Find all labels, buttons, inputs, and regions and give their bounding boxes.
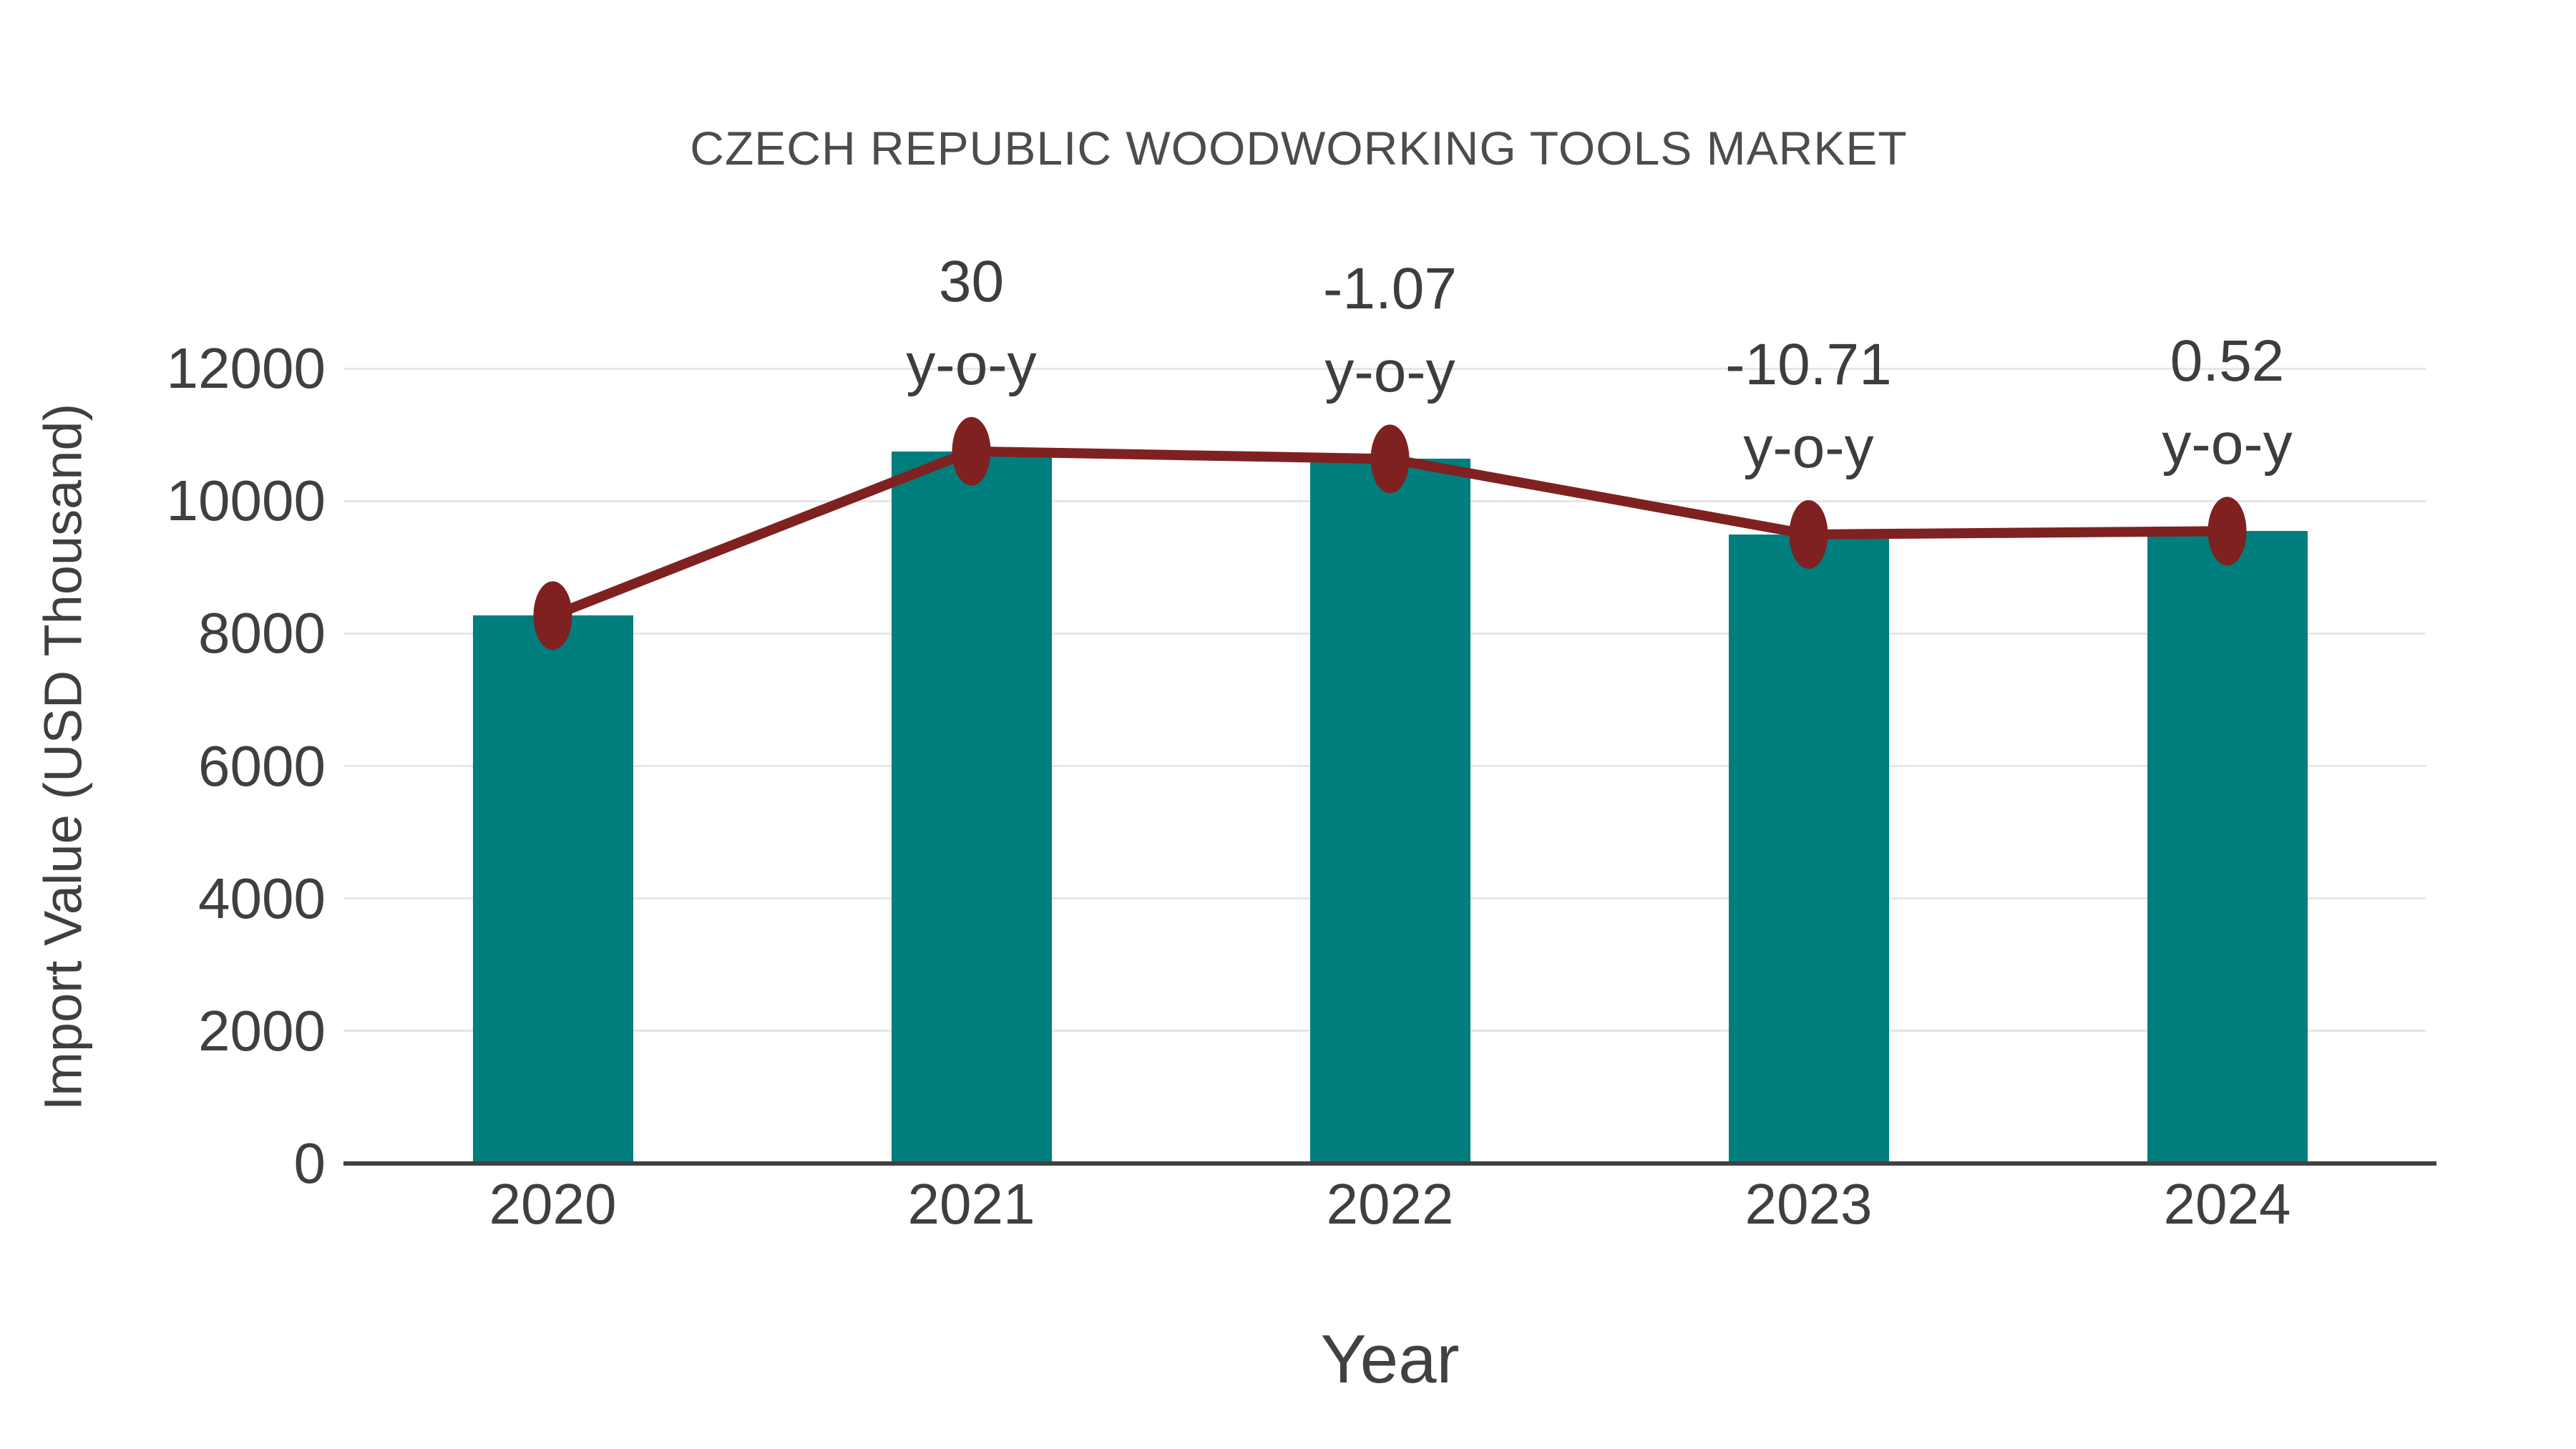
chart-title: CZECH REPUBLIC WOODWORKING TOOLS MARKET: [690, 122, 1908, 175]
x-tick-label-2021: 2021: [907, 1172, 1035, 1236]
x-tick-label-2023: 2023: [1745, 1172, 1873, 1236]
x-tick-label-2024: 2024: [2163, 1172, 2291, 1236]
yoy-annotation-line: y-o-y: [1743, 414, 1874, 480]
yoy-annotation-2024: 0.52 y-o-y: [2162, 320, 2292, 486]
yoy-annotation-2023: -10.71 y-o-y: [1725, 323, 1892, 489]
gridline-12000: [343, 367, 2426, 370]
yoy-annotation-line: 0.52: [2170, 328, 2285, 394]
bar-2023: [1728, 534, 1889, 1163]
yoy-annotation-line: y-o-y: [2162, 411, 2293, 477]
data-point-2022: [1370, 424, 1410, 494]
y-tick-label-10000: 10000: [166, 469, 326, 533]
bar-2020: [472, 615, 633, 1163]
data-point-2020: [533, 581, 572, 650]
yoy-annotation-line: -1.07: [1323, 256, 1457, 322]
yoy-annotation-line: 30: [938, 248, 1005, 314]
data-point-2021: [952, 416, 991, 486]
y-tick-label-6000: 6000: [198, 733, 326, 798]
yoy-annotation-2022: -1.07 y-o-y: [1323, 248, 1457, 414]
bar-2022: [1309, 459, 1470, 1163]
y-tick-label-4000: 4000: [198, 866, 326, 930]
yoy-annotation-2021: 30 y-o-y: [906, 240, 1036, 406]
x-tick-label-2020: 2020: [489, 1172, 617, 1236]
data-point-2024: [2207, 497, 2247, 566]
data-point-2023: [1789, 499, 1828, 569]
y-tick-label-12000: 12000: [166, 336, 326, 400]
yoy-annotation-line: -10.71: [1725, 331, 1892, 397]
y-tick-label-0: 0: [293, 1131, 326, 1195]
y-tick-label-2000: 2000: [198, 998, 326, 1063]
y-tick-label-8000: 8000: [198, 601, 326, 665]
x-axis-title: Year: [1320, 1321, 1460, 1397]
bar-2021: [891, 451, 1052, 1163]
x-tick-label-2022: 2022: [1326, 1172, 1454, 1236]
yoy-annotation-line: y-o-y: [1324, 339, 1455, 405]
bar-2024: [2147, 531, 2308, 1163]
yoy-annotation-line: y-o-y: [906, 331, 1037, 397]
x-axis-line: [343, 1161, 2436, 1166]
